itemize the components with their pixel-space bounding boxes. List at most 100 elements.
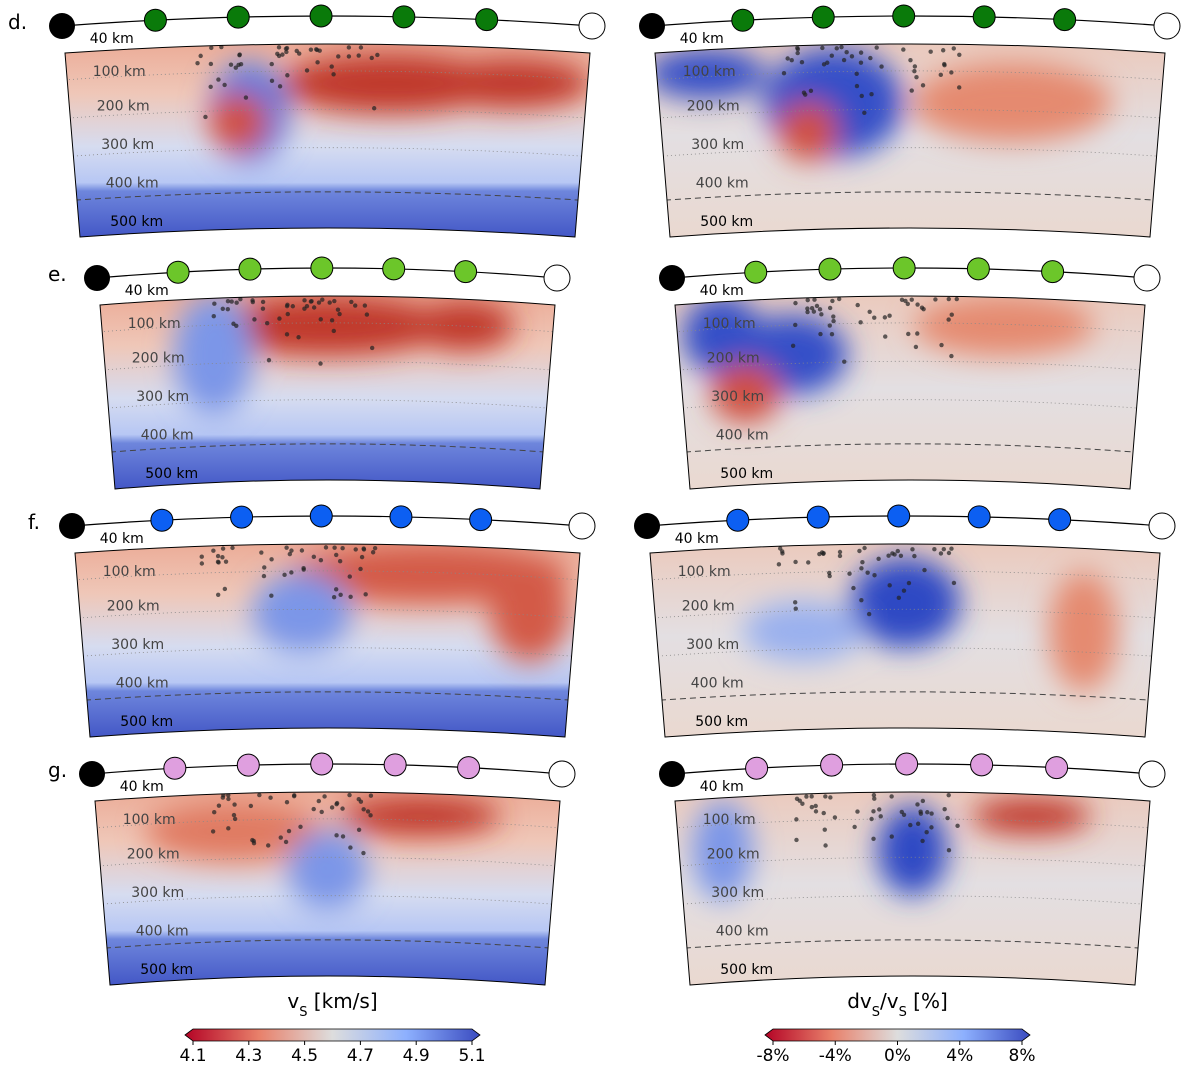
seismicity bbox=[906, 580, 912, 586]
seismicity bbox=[277, 84, 283, 89]
seismicity bbox=[358, 45, 364, 50]
seismicity bbox=[940, 48, 946, 53]
seismicity bbox=[922, 567, 927, 573]
seismicity bbox=[912, 553, 917, 559]
start-marker bbox=[659, 761, 685, 787]
seismicity bbox=[269, 593, 274, 598]
depth-label: 200 km bbox=[132, 351, 185, 367]
section bbox=[655, 44, 1165, 237]
seismicity bbox=[346, 45, 352, 50]
seismicity bbox=[789, 58, 794, 63]
seismicity bbox=[821, 550, 826, 556]
colorbar bbox=[764, 1028, 1031, 1042]
depth-line bbox=[65, 147, 590, 158]
section-outline bbox=[94, 791, 561, 986]
anomaly bbox=[655, 48, 766, 99]
seismicity bbox=[358, 566, 363, 572]
seismicity bbox=[220, 306, 225, 311]
section bbox=[675, 296, 1145, 489]
seismicity bbox=[871, 836, 876, 841]
depth-label: 400 km bbox=[106, 175, 159, 191]
seismicity bbox=[208, 84, 213, 89]
seismicity bbox=[278, 835, 283, 840]
seismicity bbox=[231, 812, 237, 818]
seismicity bbox=[348, 845, 353, 850]
colorbar-tick-label: -8% bbox=[756, 1046, 789, 1064]
seismicity bbox=[226, 796, 231, 802]
seismicity bbox=[886, 553, 891, 558]
station bbox=[745, 756, 769, 780]
seismicity bbox=[901, 588, 907, 593]
station bbox=[143, 8, 167, 32]
depth-line bbox=[95, 895, 560, 906]
seismicity bbox=[830, 298, 835, 304]
depth-410 bbox=[650, 691, 1160, 702]
seismicity bbox=[852, 824, 857, 830]
seismicity bbox=[332, 545, 337, 550]
seismicity bbox=[311, 554, 317, 559]
seismicity bbox=[882, 315, 888, 320]
depth-line bbox=[675, 895, 1150, 906]
seismicity bbox=[857, 548, 862, 554]
seismicity bbox=[858, 50, 864, 55]
seismicity bbox=[236, 62, 241, 68]
depth-line bbox=[655, 108, 1165, 119]
seismicity bbox=[215, 592, 221, 597]
seismicity bbox=[858, 60, 864, 65]
seismicity bbox=[275, 51, 280, 57]
depth-410 bbox=[675, 939, 1150, 950]
seismicity bbox=[847, 571, 852, 576]
seismicity bbox=[318, 557, 324, 563]
depth-label: 40 km bbox=[90, 31, 134, 47]
section-outline bbox=[654, 43, 1166, 238]
seismicity bbox=[252, 317, 257, 322]
seismicity bbox=[868, 55, 873, 61]
anomalies bbox=[743, 557, 1119, 692]
seismicity bbox=[222, 586, 228, 592]
seismicity bbox=[918, 811, 924, 816]
seismicity bbox=[334, 800, 340, 806]
seismicity bbox=[243, 95, 249, 100]
station bbox=[744, 260, 768, 284]
anomaly bbox=[431, 58, 590, 109]
seismicity bbox=[804, 794, 809, 799]
title-part: [%] bbox=[907, 989, 948, 1013]
seismicity bbox=[277, 316, 282, 321]
seismicity bbox=[362, 303, 368, 308]
anomalies bbox=[655, 47, 1112, 162]
seismicity bbox=[333, 587, 339, 592]
seismicity bbox=[216, 803, 222, 808]
anomaly bbox=[778, 101, 838, 162]
anomaly bbox=[280, 53, 501, 114]
seismicity bbox=[809, 306, 815, 311]
seismicity bbox=[314, 47, 319, 52]
start-marker bbox=[659, 265, 685, 291]
seismicity bbox=[903, 298, 908, 304]
seismicity bbox=[827, 305, 833, 311]
seismicity bbox=[361, 850, 366, 856]
seismicity bbox=[876, 556, 881, 562]
depth-label: 300 km bbox=[711, 389, 764, 405]
seismicity bbox=[878, 814, 883, 819]
seismicity bbox=[298, 824, 303, 829]
seismicity bbox=[795, 50, 800, 56]
seismicity bbox=[879, 64, 884, 69]
seismicity bbox=[805, 309, 810, 315]
seismicity bbox=[929, 811, 934, 816]
seismicity bbox=[836, 296, 842, 302]
seismicity bbox=[851, 585, 856, 591]
depth-label: 300 km bbox=[136, 389, 189, 405]
seismicity bbox=[899, 297, 905, 302]
seismicity bbox=[208, 61, 214, 67]
seismicity bbox=[266, 357, 272, 363]
seismicity bbox=[260, 306, 266, 311]
seismicity bbox=[805, 297, 810, 303]
seismicity bbox=[859, 93, 864, 99]
station bbox=[818, 257, 842, 281]
seismicity bbox=[912, 68, 917, 74]
seismicity bbox=[951, 580, 957, 586]
seismicity bbox=[828, 795, 833, 800]
seismicity bbox=[327, 300, 332, 305]
seismicity bbox=[860, 560, 865, 565]
depth-label: 400 km bbox=[716, 427, 769, 443]
